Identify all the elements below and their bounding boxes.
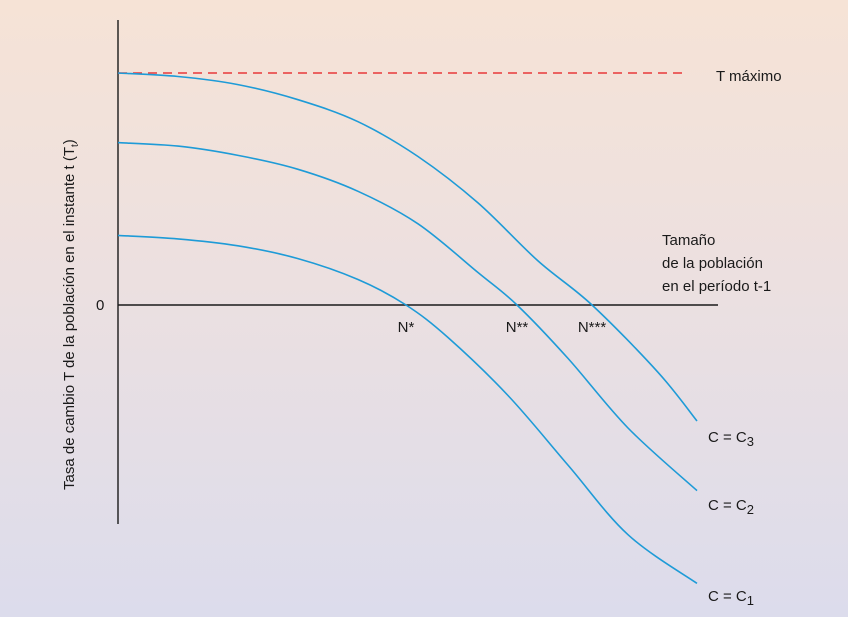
x-axis-label-line-1: Tamaño (662, 232, 715, 249)
series-label-c3-sub: 3 (747, 434, 754, 449)
x-axis-label-line-2: de la población (662, 255, 763, 272)
t-maximo-label: T máximo (716, 68, 782, 85)
equilibrium-label-n3: N*** (578, 319, 607, 336)
equilibrium-label-n1: N* (398, 319, 415, 336)
series-label-c1-main: C = C (708, 588, 747, 605)
curve-c2 (117, 141, 698, 492)
series-label-c3-main: C = C (708, 429, 747, 446)
series-label-c2: C = C2 (708, 497, 754, 517)
equilibrium-label-n2: N** (506, 319, 529, 336)
x-axis-label-line-3: en el período t-1 (662, 278, 771, 295)
series-label-c1-sub: 1 (747, 593, 754, 608)
x-axis-label: Tamaño de la población en el período t-1 (662, 232, 771, 295)
series-label-c2-main: C = C (708, 497, 747, 514)
series-label-c3: C = C3 (708, 429, 754, 449)
y-axis-label-main: Tasa de cambio T de la población en el i… (61, 147, 78, 490)
y-axis-label-end: ) (61, 139, 78, 144)
series-label-c2-sub: 2 (747, 502, 754, 517)
curve-c1 (117, 234, 698, 585)
curve-c3 (117, 72, 698, 422)
zero-label: 0 (96, 297, 104, 314)
y-axis-label-subscript: t (70, 144, 81, 147)
series-label-c1: C = C1 (708, 588, 754, 608)
y-axis-label: Tasa de cambio T de la población en el i… (61, 139, 81, 490)
